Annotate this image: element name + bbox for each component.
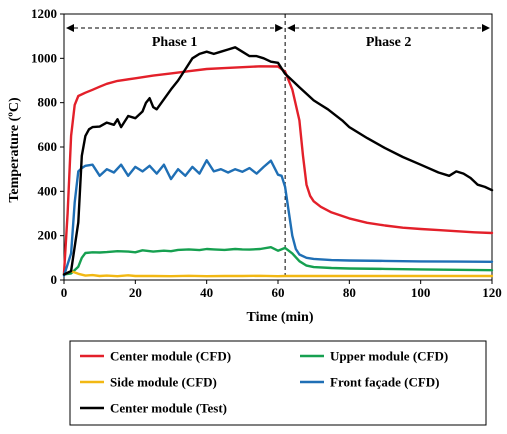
x-tick-label: 100: [411, 285, 431, 300]
x-axis-title: Time (min): [246, 310, 313, 325]
x-tick-label: 120: [482, 285, 502, 300]
x-tick-label: 60: [272, 285, 285, 300]
y-tick-label: 800: [38, 95, 58, 110]
plot-border: [63, 13, 493, 281]
x-tick-label: 80: [343, 285, 356, 300]
series-lines: [62, 46, 494, 278]
legend-label-side-module-cfd: Side module (CFD): [110, 375, 217, 390]
x-tick-label: 20: [129, 285, 142, 300]
axes: 0 200 400 600 800 1000 1200 0 20 40 60 80 100 120: [31, 6, 502, 300]
series-line-upper-module-cfd: [62, 245, 494, 276]
plot-frame: [63, 13, 493, 281]
legend: Center module (CFD) Side module (CFD) Cent…: [69, 340, 487, 426]
x-tick-label: 40: [200, 285, 213, 300]
series-line-side-module-cfd: [62, 269, 494, 278]
phase-label-2: Phase 2: [366, 35, 412, 50]
y-tick-label: 1000: [31, 50, 57, 65]
legend-label-center-module-cfd: Center module (CFD): [110, 349, 231, 364]
series-line-center-module-cfd: [62, 65, 494, 275]
x-tick-label: 0: [61, 285, 68, 300]
y-tick-label: 400: [38, 183, 58, 198]
series-line-front-fa-ade-cfd: [62, 159, 494, 277]
y-tick-label: 0: [51, 272, 58, 287]
y-tick-label: 1200: [31, 6, 57, 21]
legend-box: [69, 340, 487, 426]
phase-annotations: Phase 1 Phase 2: [66, 14, 490, 280]
y-tick-label: 600: [38, 139, 58, 154]
legend-label-front-fa-ade-cfd: Front façade (CFD): [330, 375, 440, 390]
legend-label-center-module-test: Center module (Test): [110, 401, 227, 416]
series-line-center-module-test: [62, 46, 494, 276]
y-axis-title: Temperature (ºC): [7, 97, 22, 203]
legend-label-upper-module-cfd: Upper module (CFD): [330, 349, 448, 364]
phase-label-1: Phase 1: [152, 35, 198, 50]
y-tick-label: 200: [38, 228, 58, 243]
